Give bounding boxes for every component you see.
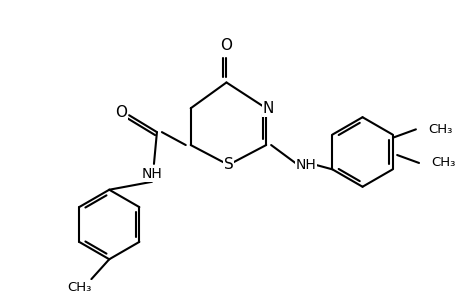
Text: NH: NH: [295, 158, 316, 172]
Text: N: N: [262, 101, 273, 116]
Text: O: O: [220, 38, 232, 53]
Text: NH: NH: [141, 167, 162, 181]
Text: O: O: [115, 105, 127, 120]
Text: CH₃: CH₃: [430, 157, 454, 169]
Text: CH₃: CH₃: [427, 123, 451, 136]
Text: CH₃: CH₃: [67, 280, 91, 294]
Text: S: S: [223, 158, 233, 172]
